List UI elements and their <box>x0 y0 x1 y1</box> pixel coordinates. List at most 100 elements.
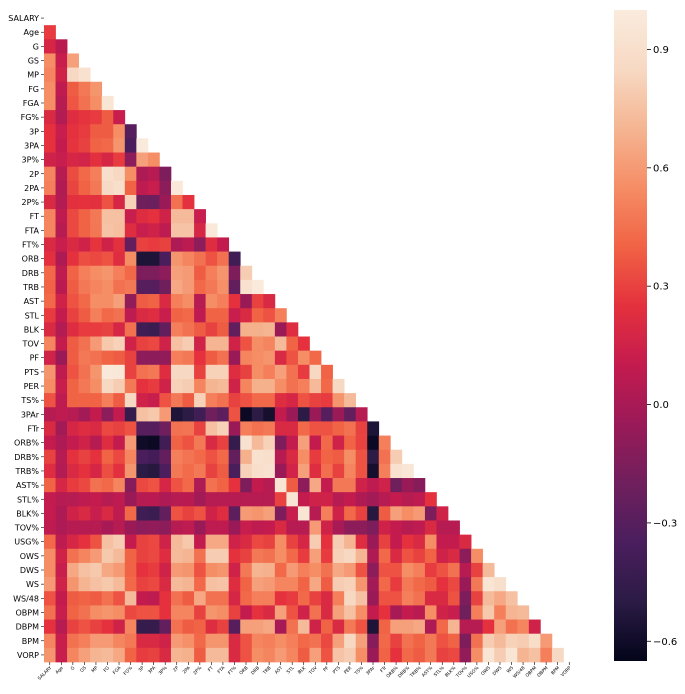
heatmap-cell-OBPM-AST <box>274 605 287 620</box>
heatmap-cell-ORB%-2P% <box>194 435 206 451</box>
heatmap-cell-FT-2PA <box>182 209 195 224</box>
heatmap-cell-TRB%-FGA <box>113 463 126 479</box>
heatmap-cell-TRB%-Age <box>55 463 68 479</box>
heatmap-cell-USG%-Age <box>55 534 68 550</box>
heatmap-cell-TRB%-FTA <box>217 463 230 479</box>
heatmap-cell-TS%-PTS <box>332 393 345 408</box>
heatmap-cell-STL-3PA <box>147 308 160 323</box>
heatmap-cell-FT%-2PA <box>182 237 195 252</box>
heatmap-cell-WS/48-FG <box>101 591 114 606</box>
heatmap-cell-ORB%-FT <box>205 435 218 451</box>
heatmap-cell-PTS-FGA <box>113 364 126 380</box>
heatmap-cell-ORB%-AST <box>274 435 287 451</box>
heatmap-cell-DRB%-DRB <box>251 449 264 465</box>
x-tick-label: BLK <box>297 664 308 675</box>
heatmap-cell-BLK-2P <box>170 322 183 337</box>
heatmap-cell-OBPM-3P% <box>159 605 172 620</box>
heatmap-cell-WS-FT% <box>228 577 241 592</box>
heatmap-cell-BPM-OBPM <box>528 633 541 649</box>
heatmap-cell-USG%-FT <box>205 534 218 550</box>
heatmap-cell-2PA-3P <box>136 180 149 196</box>
heatmap-cell-PTS-G <box>67 364 79 380</box>
heatmap-cell-DWS-TOV% <box>459 562 472 578</box>
heatmap-cell-ORB%-FT% <box>228 435 241 451</box>
heatmap-cell-BLK%-STL% <box>436 506 449 521</box>
y-tick-label: STL <box>25 311 40 320</box>
x-tick-label: BPM <box>550 665 561 676</box>
heatmap-cell-DWS-TRB <box>263 562 276 578</box>
heatmap-cell-ORB-SALARY <box>44 251 56 267</box>
heatmap-cell-TOV%-3PAr <box>367 520 380 535</box>
heatmap-cell-STL%-MP <box>90 492 103 507</box>
x-tick-label: TRB% <box>408 665 423 680</box>
y-tick-label: G <box>33 42 39 51</box>
heatmap-cell-BLK%-DRB <box>251 506 264 521</box>
heatmap-cell-TRB-FT <box>205 279 218 295</box>
heatmap-cell-TS%-FG% <box>124 393 137 408</box>
heatmap-cell-3P%-SALARY <box>44 152 56 168</box>
heatmap-cell-FT%-FT <box>205 237 218 252</box>
heatmap-cell-FT-FG <box>101 209 114 224</box>
heatmap-cell-STL-G <box>67 308 79 323</box>
heatmap-cell-DWS-USG% <box>471 562 483 578</box>
heatmap-cell-BLK%-FG <box>101 506 114 521</box>
heatmap-cell-BLK%-TS% <box>355 506 368 521</box>
heatmap-cell-AST%-2P <box>170 478 183 493</box>
x-tick-label: SALARY <box>37 665 54 682</box>
heatmap-cell-3PAr-TS% <box>355 407 368 422</box>
heatmap-cell-FT%-FTA <box>217 237 230 252</box>
heatmap-cell-BLK%-3P <box>136 506 149 521</box>
heatmap-cell-OBPM-STL <box>286 605 299 620</box>
heatmap-cell-BLK%-TOV <box>309 506 322 521</box>
heatmap-cell-FT%-FG% <box>124 237 137 252</box>
heatmap-cell-FTr-TS% <box>355 421 368 436</box>
heatmap-cell-FTA-2P% <box>194 223 206 238</box>
heatmap-cell-WS/48-OWS <box>482 591 495 606</box>
heatmap-cell-WS/48-3P <box>136 591 149 606</box>
heatmap-cell-TRB-FG% <box>124 279 137 295</box>
heatmap-cell-PER-FTA <box>217 378 230 394</box>
heatmap-cell-USG%-FG <box>101 534 114 550</box>
x-tick-label: ORB <box>238 665 249 676</box>
heatmap-cell-TS%-BLK <box>297 393 310 408</box>
x-tick-labels: SALARY Age G GS MP FG FGA FG% 3P 3PA 3P% 2P 2PA 2P% FT… <box>37 662 573 682</box>
heatmap-cell-OWS-2PA <box>182 548 195 564</box>
heatmap-cell-TOV%-Age <box>55 520 68 535</box>
heatmap-cell-USG%-AST% <box>424 534 437 550</box>
heatmap-cell-ORB%-FG% <box>124 435 137 451</box>
heatmap-cell-WS/48-GS <box>78 591 91 606</box>
heatmap-cell-PER-SALARY <box>44 378 56 394</box>
heatmap-cell-TRB-G <box>67 279 79 295</box>
y-tick-label: BLK% <box>16 509 39 518</box>
heatmap-cell-DWS-PER <box>344 562 357 578</box>
heatmap-cell-BLK%-G <box>67 506 79 521</box>
heatmap-cell-TOV-FT% <box>228 336 241 351</box>
heatmap-cell-2P%-3P% <box>159 194 172 210</box>
heatmap-cell-FT%-G <box>67 237 79 252</box>
heatmap-cell-BLK-FG% <box>124 322 137 337</box>
heatmap-cell-DWS-G <box>67 562 79 578</box>
heatmap-cell-USG%-G <box>67 534 79 550</box>
heatmap-cell-2P-G <box>67 166 79 182</box>
heatmap-cell-OWS-DRB <box>251 548 264 564</box>
heatmap-cell-WS-3PAr <box>367 577 380 592</box>
heatmap-cell-ORB-Age <box>55 251 68 267</box>
heatmap-cell-TOV%-3P <box>136 520 149 535</box>
heatmap-cell-WS-3P% <box>159 577 172 592</box>
heatmap-cell-WS/48-STL <box>286 591 299 606</box>
heatmap-cell-OBPM-FTA <box>217 605 230 620</box>
heatmap-cell-BPM-ORB% <box>390 633 403 649</box>
heatmap-cell-2P%-SALARY <box>44 194 56 210</box>
heatmap-cell-FT-FGA <box>113 209 126 224</box>
heatmap-cell-PTS-FG <box>101 364 114 380</box>
heatmap-cell-3PAr-DRB <box>251 407 264 422</box>
heatmap-cell-2PA-3PA <box>147 180 160 196</box>
heatmap-cell-VORP-FG% <box>124 647 137 663</box>
y-tick-label: FGA <box>23 99 40 108</box>
heatmap-cell-WS-STL <box>286 577 299 592</box>
heatmap-cell-VORP-TOV% <box>459 647 472 663</box>
heatmap-cell-USG%-2PA <box>182 534 195 550</box>
heatmap-cell-ORB%-Age <box>55 435 68 451</box>
heatmap-cell-3PAr-2P <box>170 407 183 422</box>
heatmap-cell-USG%-PF <box>321 534 333 550</box>
